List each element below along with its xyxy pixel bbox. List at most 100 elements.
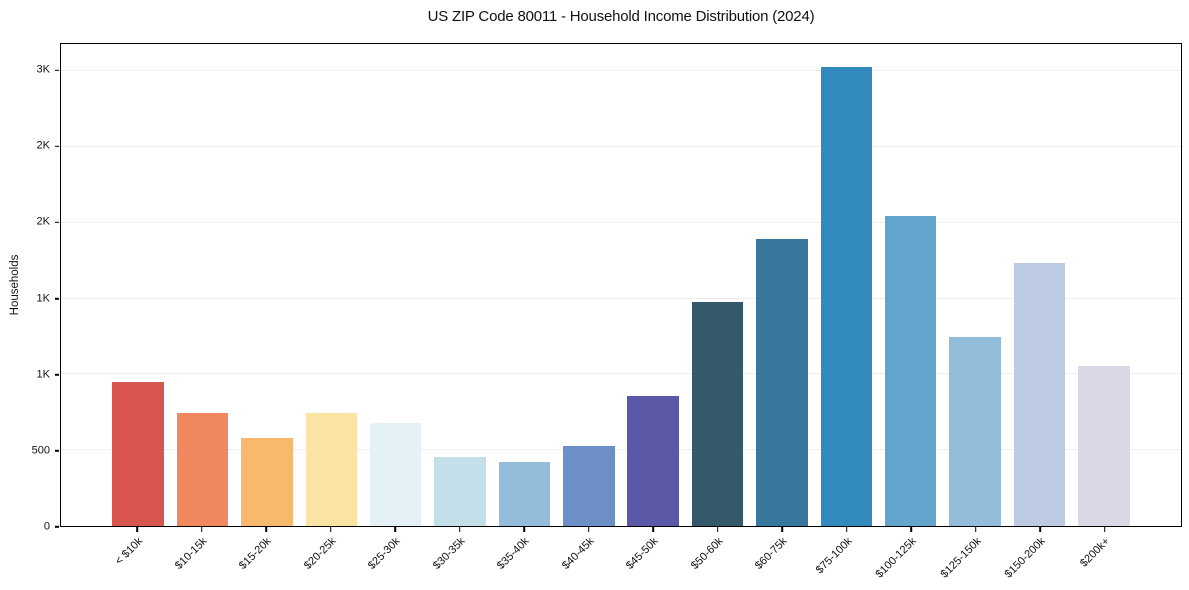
y-tick-mark (54, 221, 59, 224)
x-tick-mark (523, 527, 526, 532)
y-tick-label: 2K (36, 215, 50, 228)
y-tick-mark (54, 450, 59, 452)
bar-slot (492, 44, 556, 526)
gridline (61, 297, 1181, 299)
bar-slot (106, 44, 170, 526)
x-tick-label: $50-60k (688, 535, 726, 572)
x-tick-mark (1103, 527, 1106, 532)
bar-slot (879, 44, 943, 526)
x-axis-slot: $30-35k (428, 527, 493, 589)
bar (369, 422, 422, 526)
x-axis-slot: $60-75k (750, 527, 815, 589)
bar-slot (685, 44, 749, 526)
x-tick-mark (910, 527, 913, 532)
bar (563, 446, 615, 526)
y-tick-mark (54, 69, 59, 71)
x-axis-slot: $10-15k (170, 527, 235, 589)
plot-area (60, 43, 1182, 527)
y-tick-label: 500 (31, 444, 50, 457)
bar (176, 413, 229, 526)
x-axis-slot: $25-30k (363, 527, 428, 589)
gridline (61, 449, 1181, 451)
bars-container (106, 44, 1136, 526)
bar (498, 462, 551, 526)
x-tick-label: $30-35k (430, 535, 468, 572)
x-axis-slot: < $10k (105, 527, 170, 589)
bar-slot (235, 44, 299, 526)
bar (691, 302, 744, 526)
y-axis: 0 500 1K 1K 2K 2K 3K (0, 43, 59, 532)
gridline (61, 221, 1181, 223)
bar-slot (943, 44, 1007, 526)
x-axis-slot: $75-100k (813, 527, 880, 589)
x-tick-mark (200, 527, 203, 532)
x-axis-slot: $200k+ (1073, 527, 1138, 589)
bar-slot (1072, 44, 1136, 526)
x-axis-slot: $100-125k (874, 527, 944, 589)
y-tick-mark (54, 297, 59, 300)
x-tick-mark (845, 527, 848, 532)
x-axis-slot: $15-20k (234, 527, 299, 589)
x-axis-slot: $45-50k (621, 527, 686, 589)
x-tick-mark (1039, 527, 1042, 532)
x-tick-label: $60-75k (753, 535, 791, 572)
y-tick-label: 3K (36, 63, 50, 76)
y-tick-label: 0 (43, 520, 50, 533)
bar-slot (428, 44, 492, 526)
bar-slot (814, 44, 878, 526)
bar (756, 239, 808, 526)
bar (241, 438, 293, 526)
gridline (61, 70, 1181, 71)
y-tick-mark (54, 373, 59, 376)
chart-title: US ZIP Code 80011 - Household Income Dis… (427, 8, 815, 25)
x-axis-slot: $50-60k (686, 527, 751, 589)
x-axis-slot: $20-25k (299, 527, 364, 589)
x-tick-label: $200k+ (1078, 535, 1113, 570)
y-tick-label: 1K (36, 368, 50, 381)
x-tick-label: $125-150k (938, 535, 984, 581)
x-axis-slot: $40-45k (557, 527, 622, 589)
x-tick-label: $20-25k (301, 535, 339, 572)
bar-slot (1007, 44, 1071, 526)
x-tick-label: < $10k (112, 535, 146, 568)
x-tick-mark (781, 527, 784, 532)
y-tick-mark (54, 145, 59, 148)
bar-slot (557, 44, 621, 526)
x-axis-slot: $35-40k (492, 527, 557, 589)
y-tick-label: 1K (36, 292, 50, 305)
x-tick-label: $100-125k (873, 535, 920, 581)
x-tick-label: $15-20k (237, 535, 275, 572)
x-tick-label: $10-15k (172, 535, 210, 572)
bar-slot (750, 44, 814, 526)
x-tick-label: $35-40k (495, 535, 533, 572)
x-axis-slot: $125-150k (938, 527, 1009, 589)
y-tick-label: 2K (36, 139, 50, 152)
bar (1013, 262, 1066, 526)
x-tick-mark (458, 527, 461, 532)
x-axis-slot: $150-200k (1003, 527, 1073, 589)
bar-slot (364, 44, 428, 526)
x-tick-label: $75-100k (813, 535, 855, 577)
bar (434, 457, 486, 526)
bar-slot (170, 44, 234, 526)
x-tick-label: $40-45k (559, 535, 597, 572)
gridline (61, 145, 1181, 147)
x-tick-label: $150-200k (1002, 535, 1049, 581)
x-tick-mark (394, 527, 397, 532)
bar (627, 395, 679, 526)
y-tick-mark (54, 526, 59, 528)
x-tick-mark (329, 527, 332, 532)
bar-slot (299, 44, 363, 526)
bar (112, 381, 164, 526)
bar-slot (621, 44, 685, 526)
gridlines (61, 44, 1181, 526)
x-tick-mark (974, 527, 977, 532)
x-tick-label: $45-50k (624, 535, 662, 572)
gridline (61, 373, 1181, 375)
bar (305, 413, 358, 526)
x-tick-label: $25-30k (366, 535, 404, 572)
x-axis: < $10k $10-15k $15-20k $20-25k $25-30k $30-35… (105, 527, 1137, 589)
x-tick-mark (265, 527, 268, 532)
x-tick-mark (716, 527, 719, 532)
